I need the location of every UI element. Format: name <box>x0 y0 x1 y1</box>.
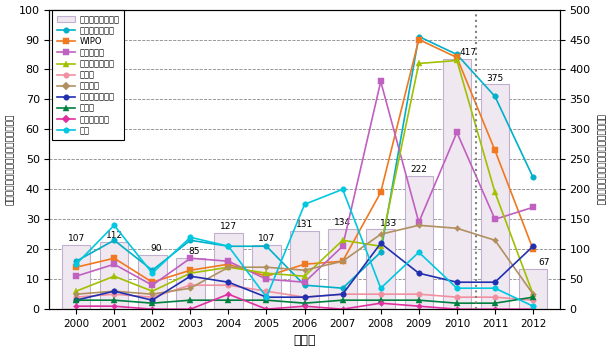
Bar <box>481 84 509 309</box>
Text: 222: 222 <box>411 165 427 174</box>
Y-axis label: 調査対象全体の出願件数（棒グラフ）: 調査対象全体の出願件数（棒グラフ） <box>595 114 605 205</box>
Text: 67: 67 <box>539 258 550 267</box>
Text: 112: 112 <box>106 231 123 240</box>
Bar <box>404 176 433 309</box>
Text: 85: 85 <box>188 247 200 256</box>
Bar <box>367 229 395 309</box>
Bar <box>100 242 129 309</box>
Bar <box>518 269 547 309</box>
Bar <box>214 233 243 309</box>
Text: 107: 107 <box>258 234 275 243</box>
Bar <box>62 245 90 309</box>
X-axis label: 出願年: 出願年 <box>293 334 316 347</box>
Bar <box>328 229 357 309</box>
Text: 107: 107 <box>68 234 85 243</box>
Text: 417: 417 <box>460 48 477 58</box>
Text: 134: 134 <box>334 218 351 227</box>
Text: 127: 127 <box>220 222 237 231</box>
Y-axis label: 国（エリア）別件数（折れ線グラフ）: 国（エリア）別件数（折れ線グラフ） <box>5 114 15 205</box>
Bar <box>290 231 319 309</box>
Text: 90: 90 <box>150 244 162 253</box>
Legend: 出願件数（年別）, アメリカ合衆国, WIPO, 欧州特許庁, 中華人民共和国, カナダ, 大韓民国, オーストラリア, ドイツ, オーストリア, 台湾: 出願件数（年別）, アメリカ合衆国, WIPO, 欧州特許庁, 中華人民共和国,… <box>52 10 124 140</box>
Text: 133: 133 <box>380 219 397 228</box>
Bar <box>176 258 204 309</box>
Text: 375: 375 <box>486 74 504 83</box>
Text: 131: 131 <box>296 220 313 229</box>
Bar <box>443 59 471 309</box>
Bar <box>252 245 281 309</box>
Bar <box>138 255 167 309</box>
